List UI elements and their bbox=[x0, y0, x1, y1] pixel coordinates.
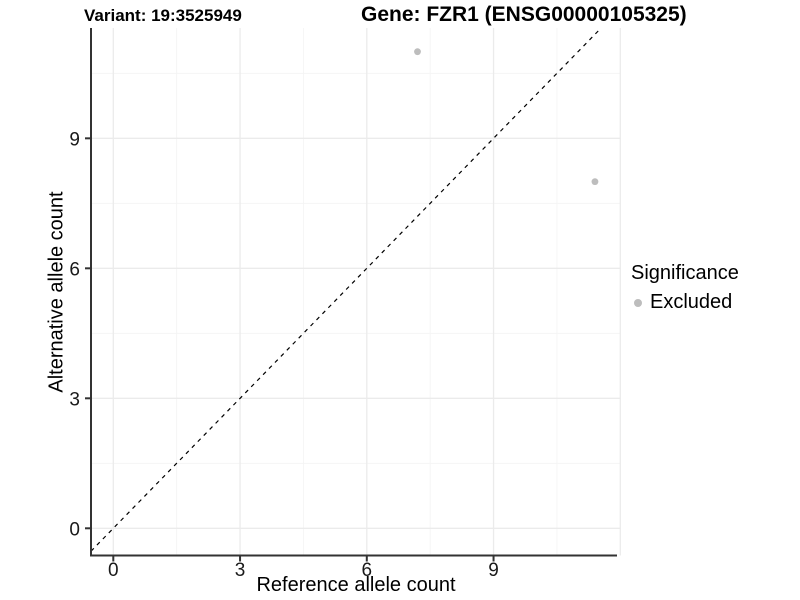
data-point bbox=[591, 178, 599, 186]
data-points bbox=[414, 48, 599, 186]
svg-text:0: 0 bbox=[108, 560, 119, 581]
x-axis-title: Reference allele count bbox=[256, 574, 456, 596]
identity-line bbox=[90, 27, 602, 552]
excluded-point-icon bbox=[634, 298, 642, 307]
tick-marks bbox=[85, 137, 495, 562]
svg-text:0: 0 bbox=[69, 519, 80, 540]
svg-text:9: 9 bbox=[488, 560, 499, 581]
legend: Significance Excluded bbox=[631, 261, 739, 314]
legend-item-excluded: Excluded bbox=[631, 291, 739, 314]
plot-title-variant: Variant: 19:3525949 bbox=[84, 6, 242, 25]
svg-text:3: 3 bbox=[235, 560, 246, 581]
svg-text:3: 3 bbox=[69, 389, 80, 410]
svg-text:6: 6 bbox=[69, 259, 80, 280]
axis-lines bbox=[90, 28, 617, 557]
svg-text:9: 9 bbox=[69, 129, 80, 150]
x-tick-labels: 0 3 6 9 bbox=[108, 560, 499, 581]
minor-gridlines bbox=[91, 28, 621, 556]
legend-title: Significance bbox=[631, 262, 739, 284]
svg-text:6: 6 bbox=[362, 560, 373, 581]
legend-item-label: Excluded bbox=[650, 291, 733, 313]
plot-title-gene: Gene: FZR1 (ENSG00000105325) bbox=[361, 3, 687, 26]
y-axis-title: Alternative allele count bbox=[45, 191, 68, 393]
y-tick-labels: 0 3 6 9 bbox=[69, 129, 80, 540]
data-point bbox=[414, 48, 421, 56]
major-gridlines bbox=[91, 28, 621, 556]
